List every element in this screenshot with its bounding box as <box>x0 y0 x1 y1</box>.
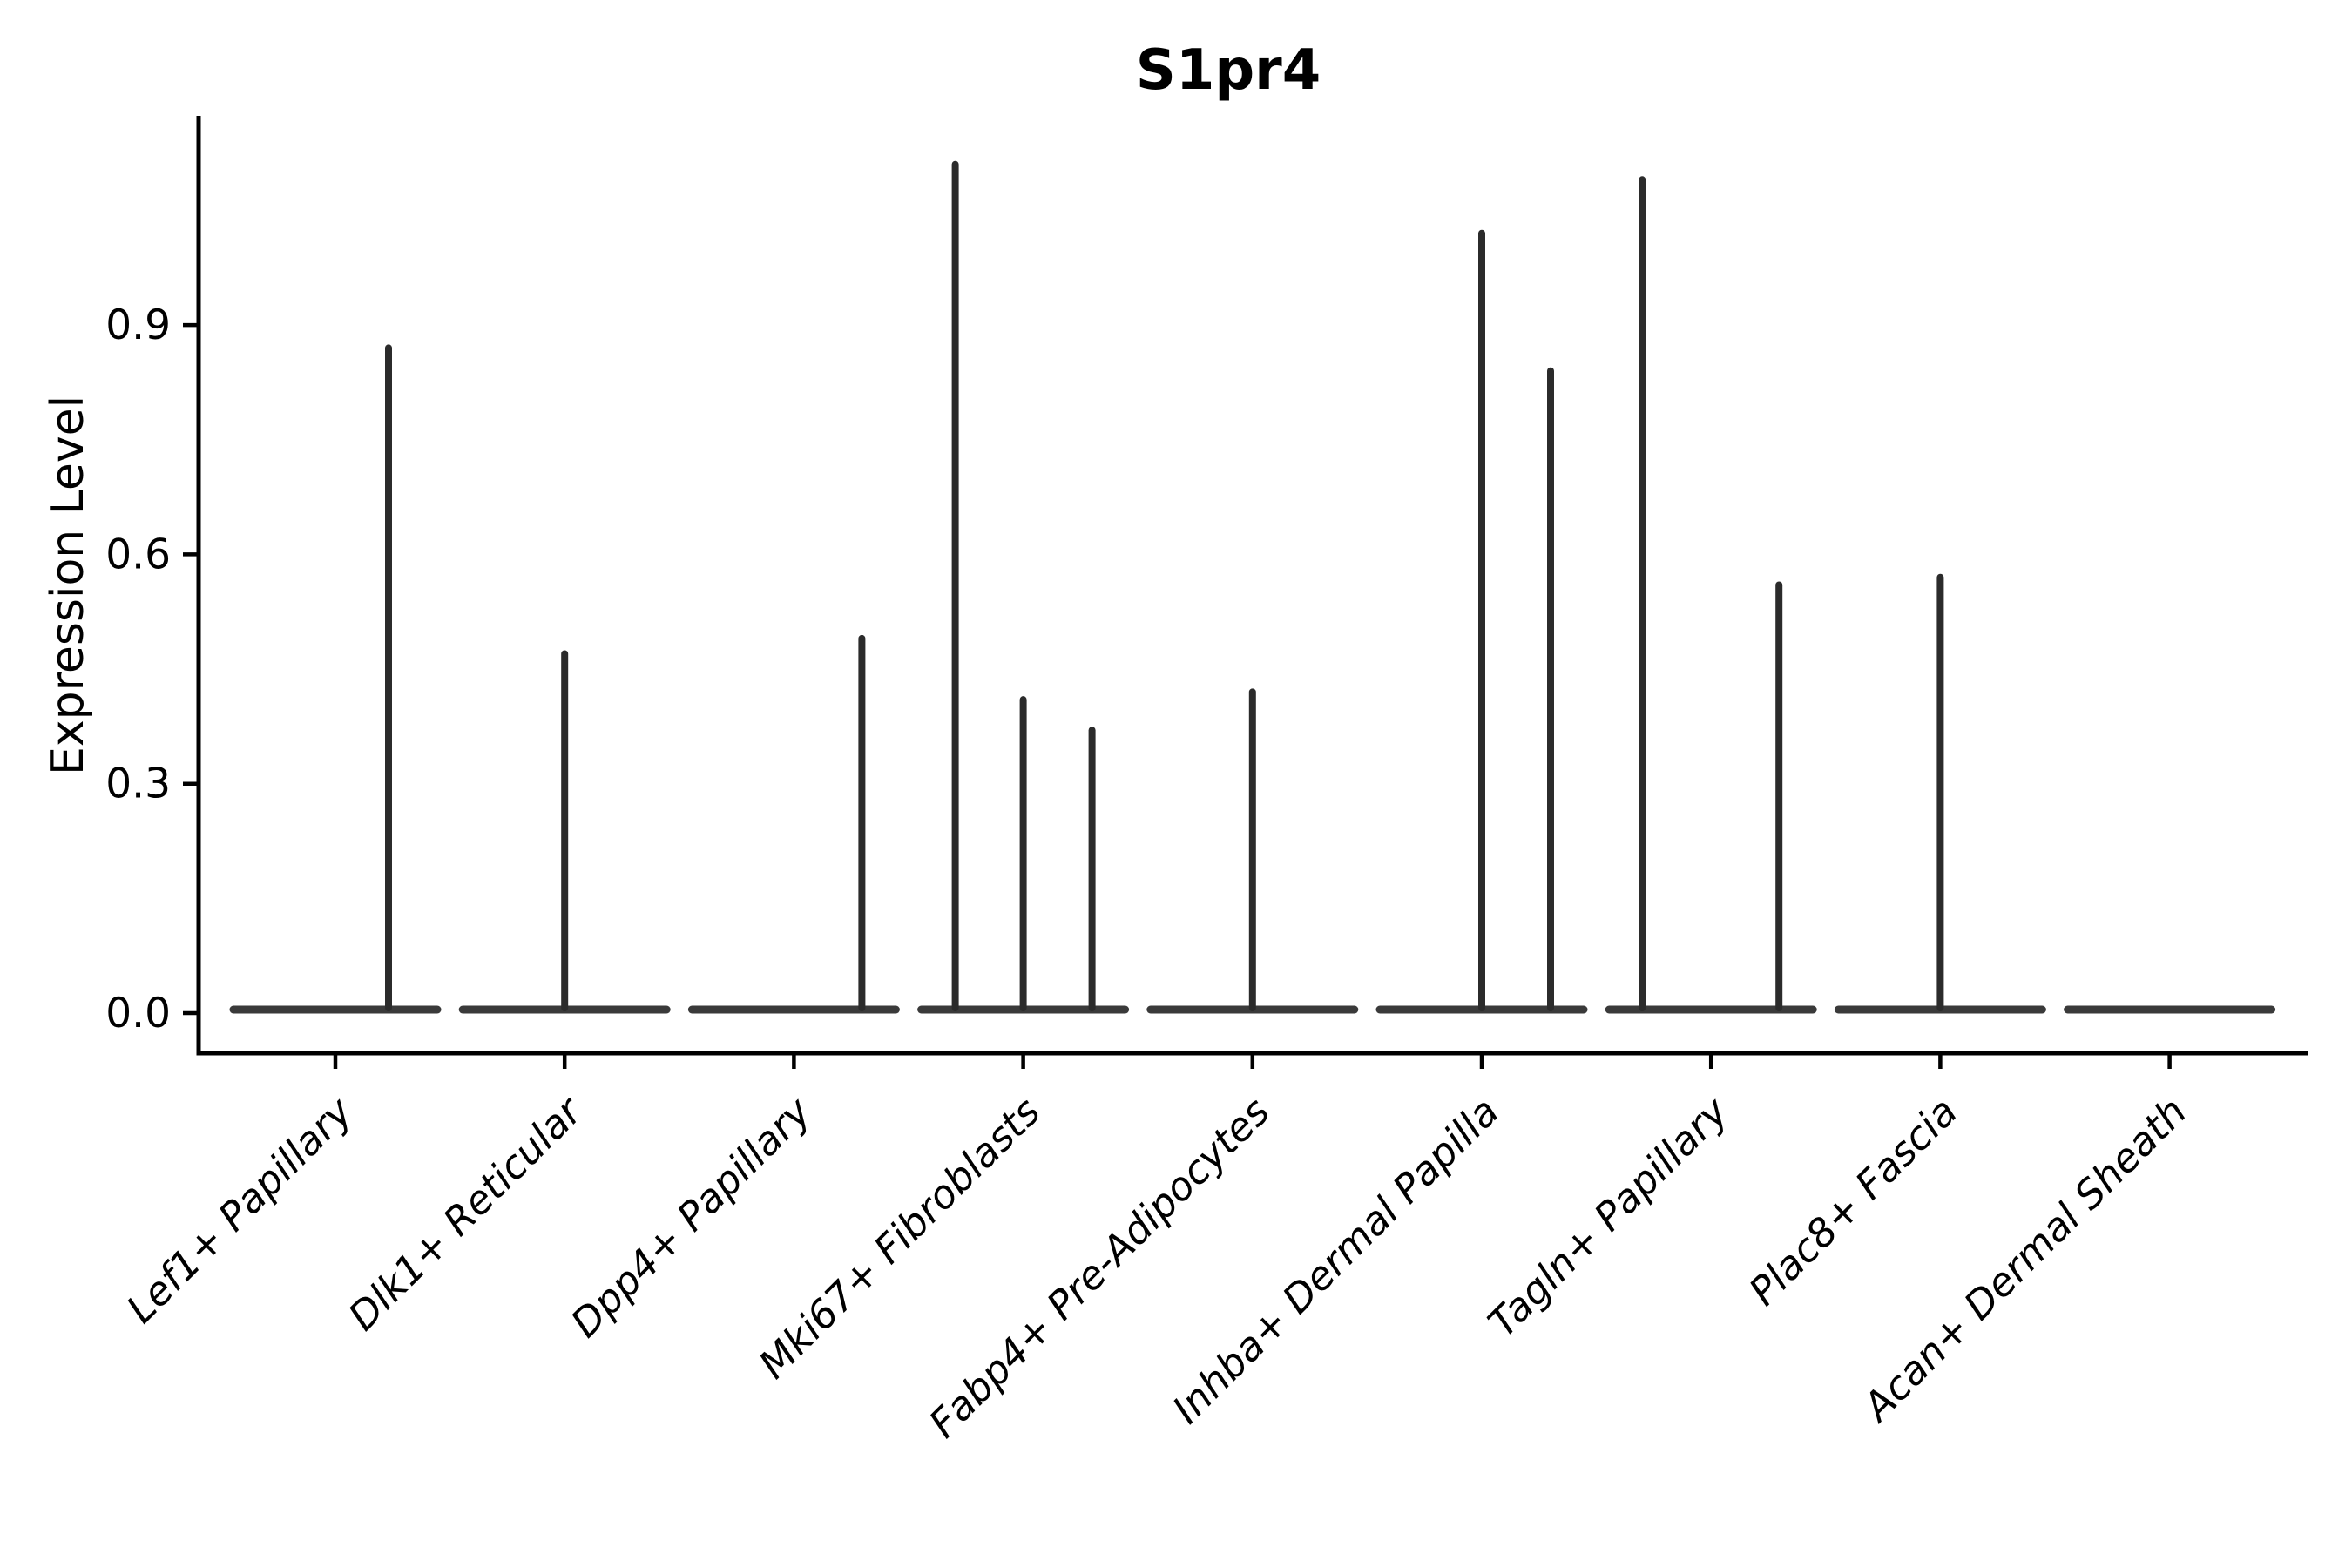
x-tick-label: Dlk1+ Reticular <box>340 1087 592 1340</box>
chart-title: S1pr4 <box>1135 38 1321 103</box>
x-tick-label: Lef1+ Papillary <box>118 1087 362 1332</box>
y-tick-label: 0.3 <box>105 760 171 808</box>
x-tick-label: Plac8+ Fascia <box>1740 1088 1966 1315</box>
y-tick-label: 0.9 <box>105 301 171 349</box>
x-tick-label: Tagln+ Papillary <box>1479 1087 1738 1346</box>
y-tick-label: 0.0 <box>105 990 171 1037</box>
x-tick-label: Dpp4+ Papillary <box>562 1087 821 1346</box>
y-tick-label: 0.6 <box>105 531 171 578</box>
y-axis-title: Expression Level <box>42 395 94 776</box>
